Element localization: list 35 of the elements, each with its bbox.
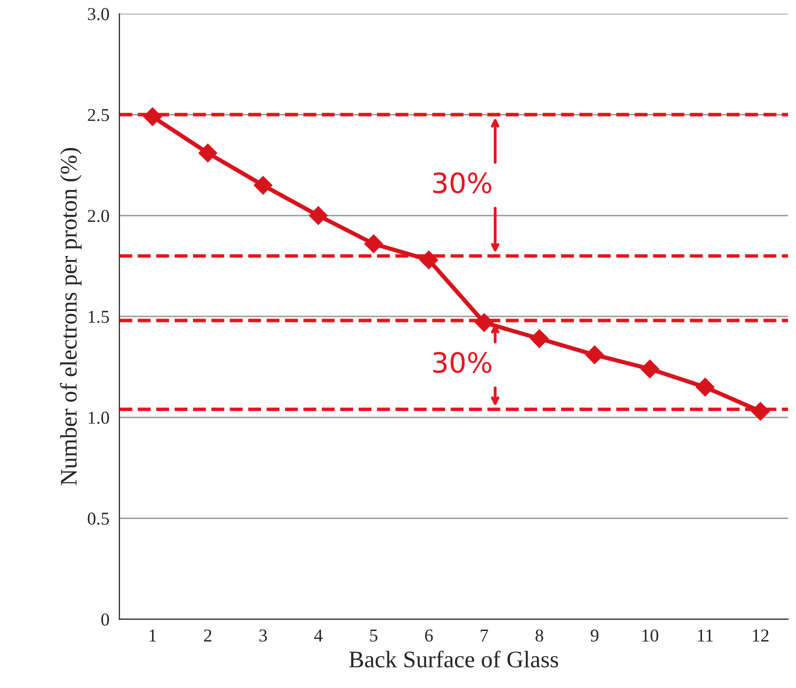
x-tick-label: 11 — [698, 630, 713, 642]
y-tick-label: 0.5 — [88, 512, 109, 525]
y-tick-label: 1.5 — [88, 310, 109, 323]
point — [585, 345, 604, 364]
x-tick-label: 10 — [642, 629, 658, 642]
point — [198, 144, 218, 162]
y-axis-title: Number of electrons per proton (%) — [60, 148, 82, 486]
point — [530, 329, 549, 348]
annotation: 30% — [433, 352, 492, 373]
annotation: 30% — [433, 172, 492, 194]
x-tick-label: 1 — [150, 630, 156, 642]
point — [143, 107, 162, 126]
y-tick-label: 0 — [101, 613, 109, 626]
y-tick-label: 3.0 — [88, 8, 109, 20]
x-tick-label: 9 — [590, 629, 598, 642]
point — [419, 250, 438, 270]
point — [640, 360, 660, 378]
x-tick-label: 12 — [752, 629, 768, 642]
point — [751, 402, 770, 421]
point — [254, 176, 272, 195]
x-axis-title: Back Surface of Glass — [349, 650, 558, 668]
point — [364, 234, 383, 254]
x-tick-label: 8 — [536, 629, 544, 642]
x-tick-label: 4 — [314, 630, 323, 642]
y-tick-label: 2.0 — [88, 210, 109, 222]
x-tick-label: 7 — [480, 630, 488, 642]
x-tick-label: 2 — [204, 629, 212, 642]
x-tick-label: 5 — [370, 630, 378, 642]
x-tick-label: 6 — [425, 629, 433, 642]
point — [696, 378, 715, 396]
x-tick-label: 3 — [259, 629, 267, 642]
y-tick-label: 2.5 — [88, 108, 109, 122]
point — [308, 206, 328, 225]
y-tick-label: 1.0 — [88, 412, 109, 424]
point — [474, 313, 494, 332]
